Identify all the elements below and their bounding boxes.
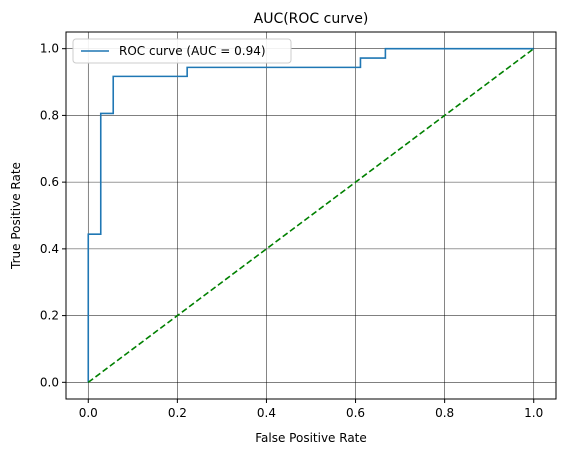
y-axis-ticks: 0.0 0.2 0.4 0.6 0.8 1.0 xyxy=(40,42,66,389)
x-axis-ticks: 0.0 0.2 0.4 0.6 0.8 1.0 xyxy=(79,399,543,420)
y-tick-label: 0.0 xyxy=(40,375,59,389)
plot-frame xyxy=(65,31,557,400)
legend-box xyxy=(72,38,292,64)
x-tick-label: 0.2 xyxy=(168,406,187,420)
x-tick-label: 0.8 xyxy=(435,406,454,420)
y-tick-label: 1.0 xyxy=(40,42,59,56)
x-tick-label: 1.0 xyxy=(524,406,543,420)
y-tick-label: 0.6 xyxy=(40,175,59,189)
x-tick-label: 0.4 xyxy=(257,406,276,420)
legend: ROC curve (AUC = 0.94) xyxy=(72,38,292,64)
legend-label: ROC curve (AUC = 0.94) xyxy=(119,44,266,58)
chart-title: AUC(ROC curve) xyxy=(254,11,369,27)
y-axis-label: True Positive Rate xyxy=(9,162,23,270)
x-axis-label: False Positive Rate xyxy=(255,431,367,445)
x-tick-label: 0.6 xyxy=(346,406,365,420)
y-tick-label: 0.4 xyxy=(40,242,59,256)
y-tick-label: 0.8 xyxy=(40,108,59,122)
diagonal-reference-line xyxy=(87,48,535,383)
x-tick-label: 0.0 xyxy=(79,406,98,420)
roc-curve-line xyxy=(87,47,534,383)
y-tick-label: 0.2 xyxy=(40,309,59,323)
plot-area xyxy=(87,47,535,383)
